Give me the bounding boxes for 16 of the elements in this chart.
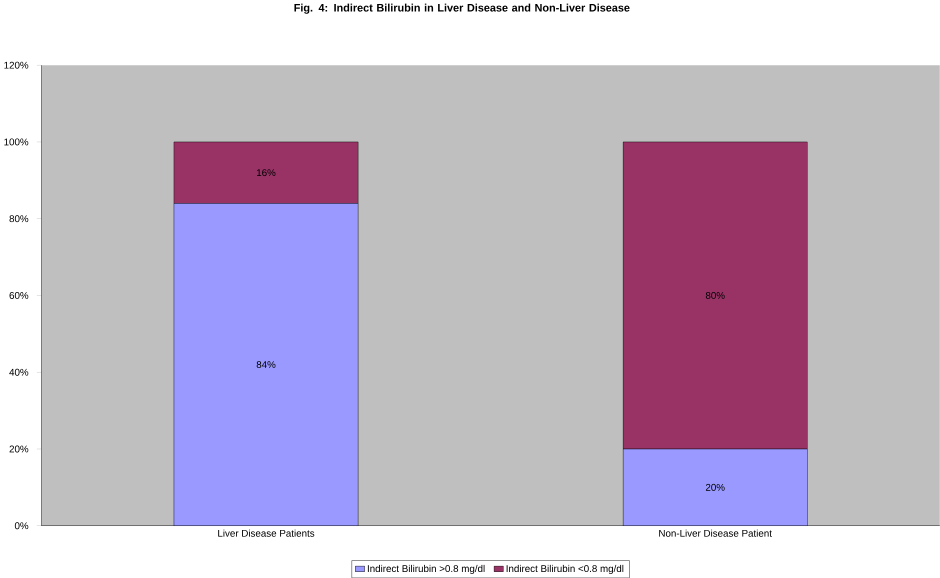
data-label: 16% [257,169,276,176]
y-tick-label: 20% [10,445,28,452]
data-label: 84% [256,361,276,368]
y-tick-label: 80% [9,215,28,222]
x-tick-label: Liver Disease Patients [218,530,314,537]
y-tick-label: 0% [14,522,28,530]
y-tick-label: 100% [4,138,28,146]
data-label: 20% [706,484,725,491]
legend-label: Indirect Bilirubin >0.8 mg/dl [368,564,485,574]
x-tick-label: Non-Liver Disease Patient [659,530,772,537]
y-tick-label: 120% [4,62,28,69]
data-label: 80% [706,292,725,299]
chart-title: Fig. 4: Indirect Bilirubin in Liver Disease and Non-Liver Disease [294,4,630,14]
legend-label: Indirect Bilirubin <0.8 mg/dl [506,564,624,574]
y-tick-label: 60% [10,292,28,299]
y-tick-label: 40% [9,368,28,376]
